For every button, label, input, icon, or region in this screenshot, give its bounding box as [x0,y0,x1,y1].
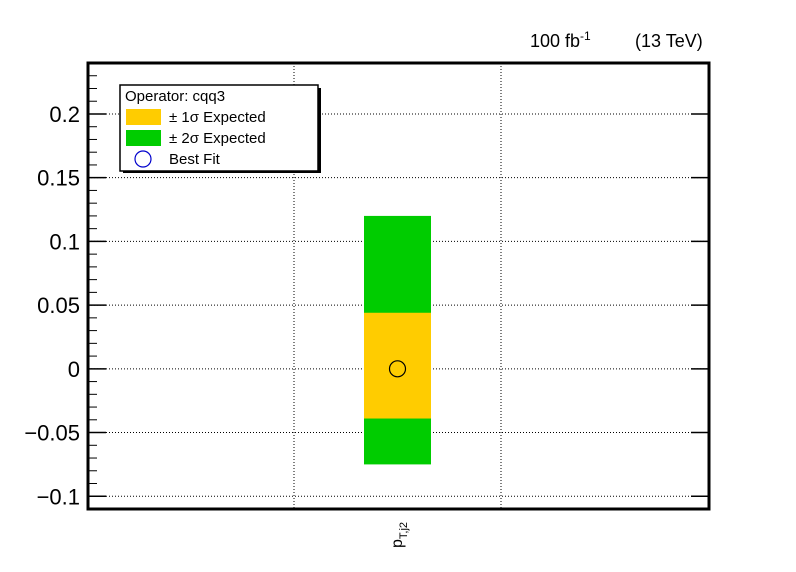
legend-label-one-sigma: ± 1σ Expected [169,109,266,126]
axis-layer: −0.1 −0.05 0 0.05 0.1 0.15 0.2 [24,62,709,510]
plot-frame [86,61,711,511]
x-category-label: pT,j2 [389,522,410,548]
luminosity-label: 100 fb-1 [530,29,591,51]
y-tick-label: 0.2 [49,102,80,127]
legend-label-best-fit: Best Fit [169,151,221,168]
y-tick-label: 0.05 [37,293,80,318]
y-tick-label: 0.1 [49,229,80,254]
legend-marker-best-fit [134,150,152,168]
best-fit-point [388,360,407,378]
legend-title: Operator: cqq3 [125,88,225,105]
y-tick-label: 0 [68,357,80,382]
energy-label: (13 TeV) [635,31,703,51]
legend-swatch-one-sigma [126,109,161,125]
grid-layer [88,63,709,509]
y-tick-label: −0.05 [24,421,80,446]
marker-layer [388,360,407,378]
luminosity-exponent: -1 [580,29,591,43]
bands-layer [364,215,431,465]
legend-box [119,84,319,172]
y-tick-label: −0.1 [37,484,80,509]
legend: Operator: cqq3 ± 1σ Expected ± 2σ Expect… [119,84,321,173]
x-category-subscript: T,j2 [398,522,410,539]
legend-label-two-sigma: ± 2σ Expected [169,130,266,147]
one-sigma-band [364,312,431,419]
legend-swatch-two-sigma [126,130,161,146]
y-tick-label: 0.15 [37,166,80,191]
